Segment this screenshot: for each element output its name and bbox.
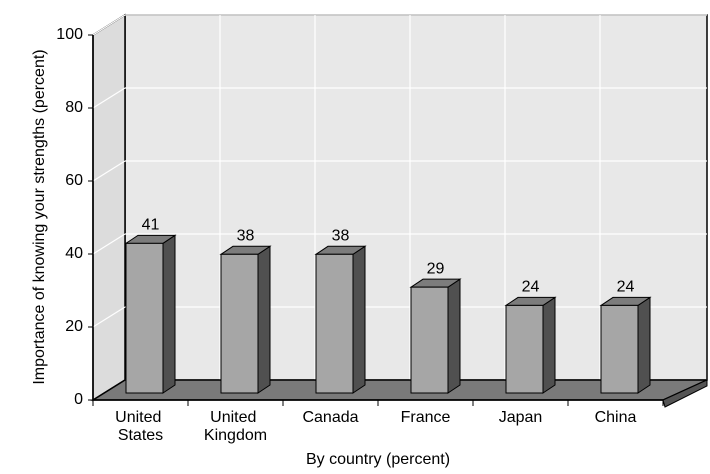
value-label: 38: [332, 228, 350, 245]
value-label: 24: [617, 279, 635, 296]
grid-line-side: [92, 306, 126, 328]
x-tick-label: United Kingdom: [204, 409, 267, 444]
bar: [410, 286, 449, 394]
y-tick-label: 100: [56, 26, 83, 43]
x-tick-label: Canada: [302, 409, 358, 426]
grid-line-side: [92, 87, 126, 109]
x-axis-label: By country (percent): [306, 451, 450, 468]
y-tick-label: 0: [74, 391, 83, 408]
x-tick-label: China: [595, 409, 637, 426]
bar-side: [447, 278, 461, 394]
y-tick-label: 40: [65, 245, 83, 262]
grid-line-side: [92, 14, 126, 36]
y-tick-label: 80: [65, 99, 83, 116]
side-wall: [92, 13, 126, 402]
bar-side: [637, 296, 651, 394]
bar: [125, 242, 164, 394]
bar: [600, 304, 639, 394]
value-label: 38: [237, 228, 255, 245]
bar-side: [257, 245, 271, 394]
grid-line-side: [92, 233, 126, 255]
bar: [315, 253, 354, 394]
bar: [220, 253, 259, 394]
x-tick-label: Japan: [499, 409, 543, 426]
value-label: 29: [427, 260, 445, 277]
bar: [505, 304, 544, 394]
floor-edge: [662, 379, 708, 408]
value-label: 41: [142, 217, 160, 234]
y-axis-label: Importance of knowing your strengths (pe…: [31, 49, 48, 384]
bar-side: [352, 245, 366, 394]
x-tick-label: France: [401, 409, 451, 426]
y-tick-label: 20: [65, 318, 83, 335]
bar-side: [162, 234, 176, 394]
x-tick-label: United States: [115, 409, 166, 444]
grid-line-side: [92, 160, 126, 182]
y-tick-label: 60: [65, 172, 83, 189]
value-label: 24: [522, 279, 540, 296]
bar-side: [542, 296, 556, 394]
